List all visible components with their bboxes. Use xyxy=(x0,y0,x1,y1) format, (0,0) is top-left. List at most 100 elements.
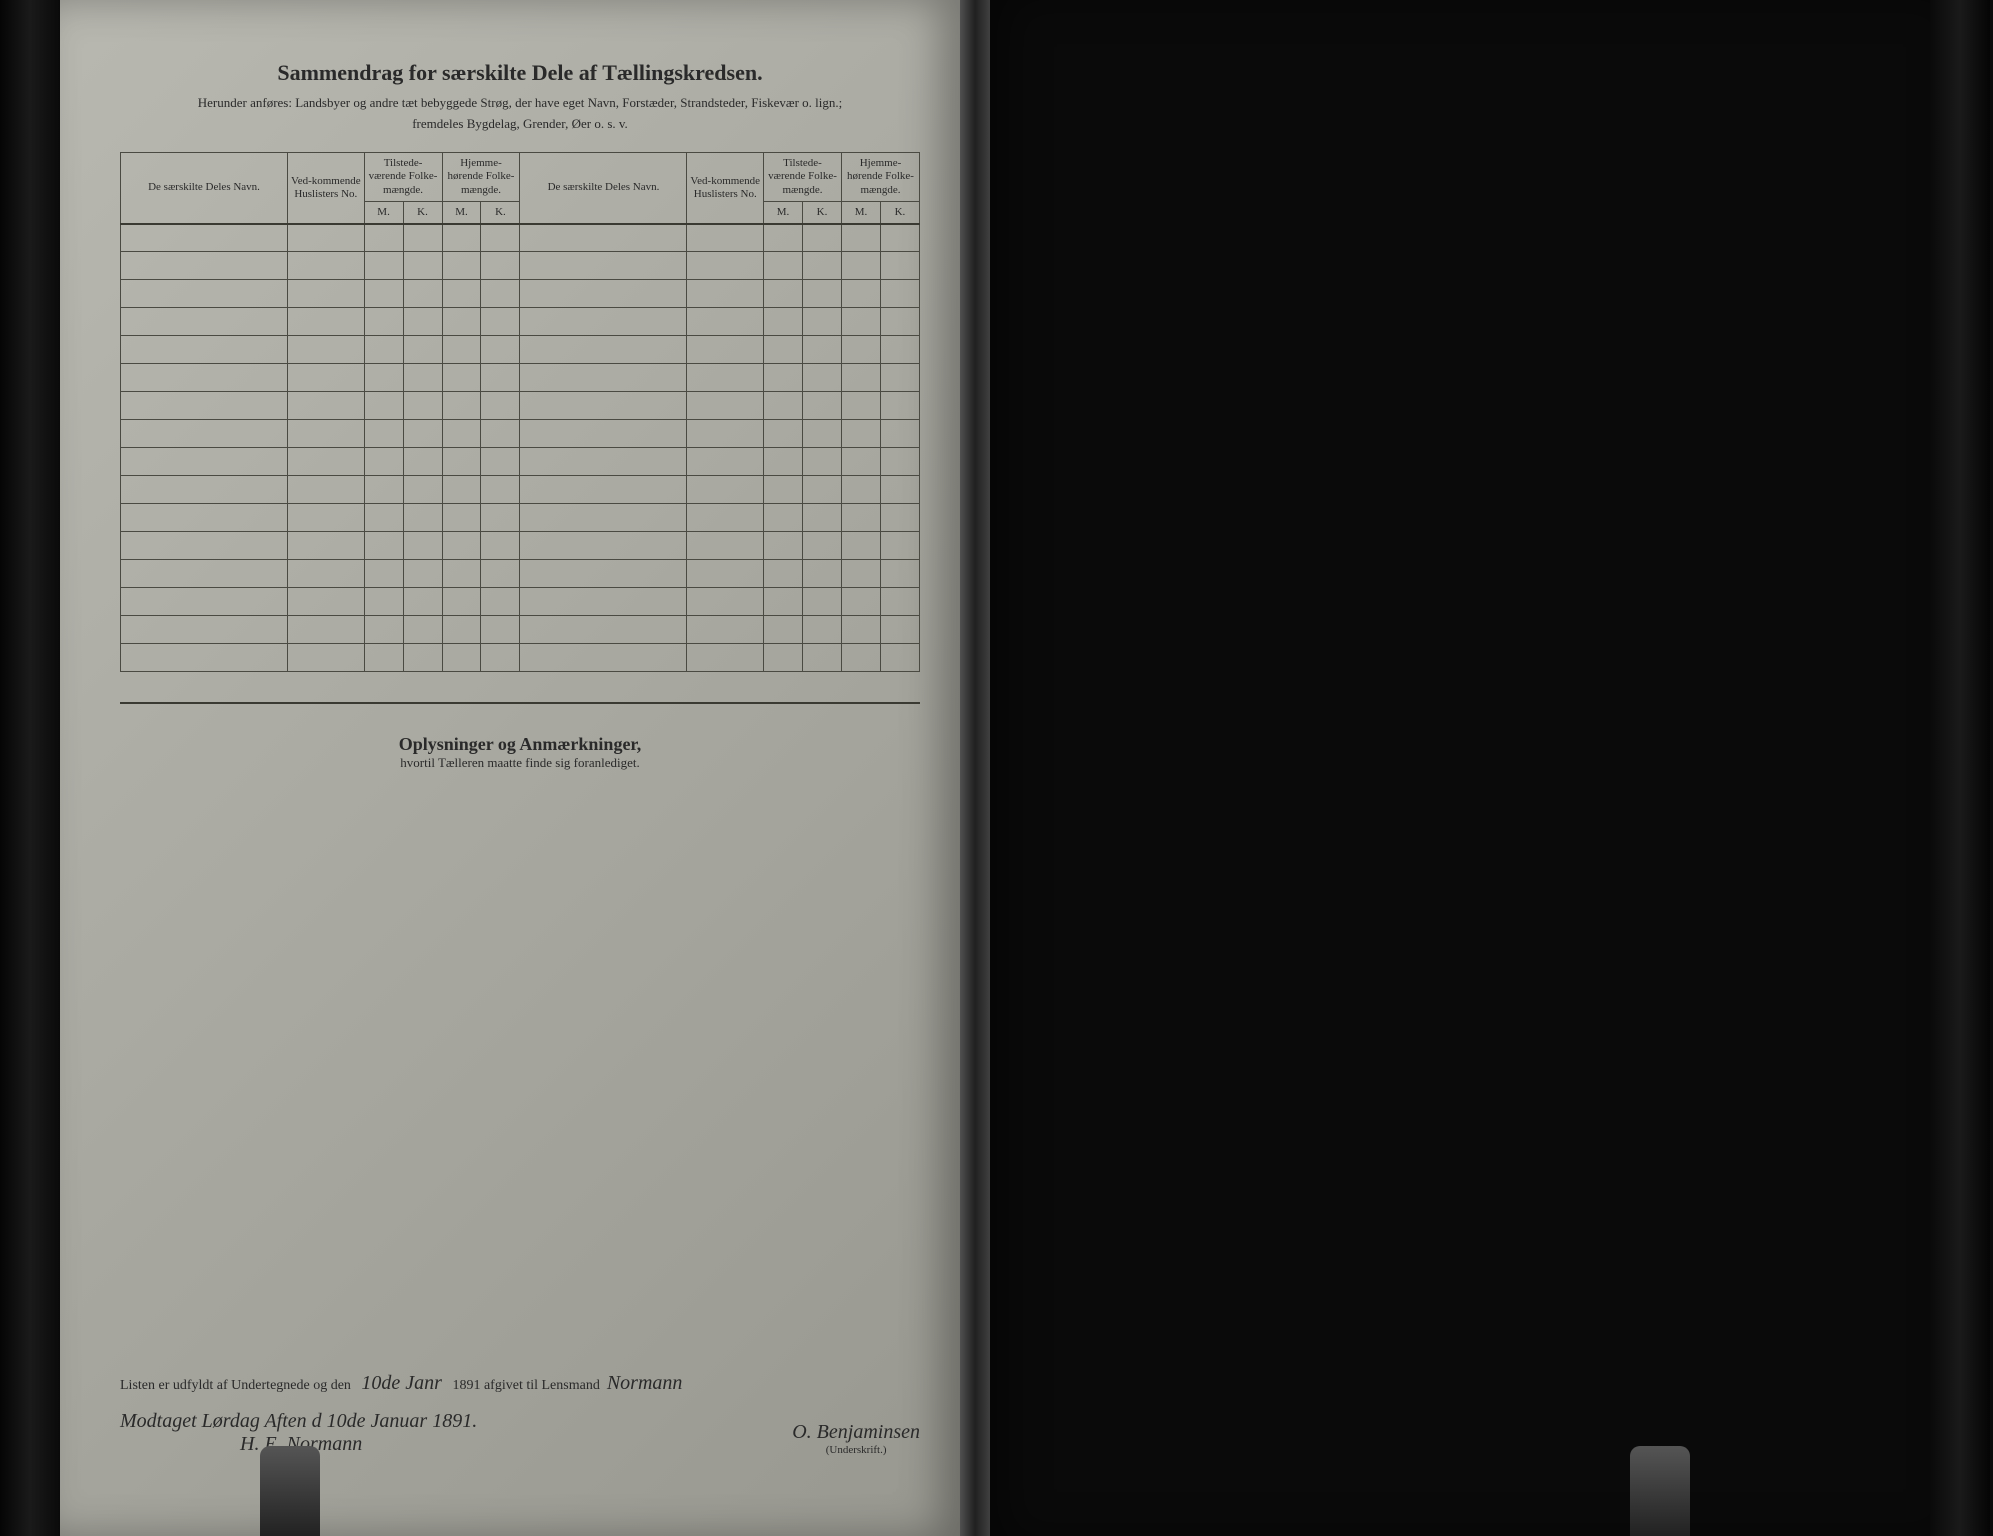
table-cell xyxy=(520,280,687,308)
footer-line2: Modtaget Lørdag Aften d 10de Januar 1891… xyxy=(120,1410,920,1456)
table-cell xyxy=(288,280,365,308)
footer-received-handwritten: Modtaget Lørdag Aften d 10de Januar 1891… xyxy=(120,1410,477,1432)
table-row xyxy=(121,560,920,588)
table-cell xyxy=(880,308,919,336)
table-row xyxy=(121,476,920,504)
table-row xyxy=(121,224,920,252)
table-cell xyxy=(520,308,687,336)
table-cell xyxy=(880,224,919,252)
table-cell xyxy=(520,224,687,252)
table-cell xyxy=(880,560,919,588)
subtitle-line1: Herunder anføres: Landsbyer og andre tæt… xyxy=(120,94,920,112)
table-cell xyxy=(403,308,442,336)
col-m-2: M. xyxy=(442,201,481,224)
table-cell xyxy=(687,588,764,616)
table-cell xyxy=(442,448,481,476)
table-cell xyxy=(764,616,803,644)
footer-printed-year: 1891 afgivet til Lensmand xyxy=(452,1378,599,1393)
table-cell xyxy=(687,364,764,392)
table-cell xyxy=(364,588,403,616)
book-spread: Sammendrag for særskilte Dele af Tælling… xyxy=(0,0,1993,1536)
table-cell xyxy=(121,476,288,504)
table-row xyxy=(121,364,920,392)
table-cell xyxy=(481,280,520,308)
right-page xyxy=(990,0,1930,1536)
table-cell xyxy=(364,308,403,336)
table-cell xyxy=(288,308,365,336)
table-cell xyxy=(481,224,520,252)
table-cell xyxy=(364,504,403,532)
table-cell xyxy=(687,476,764,504)
table-cell xyxy=(403,504,442,532)
table-cell xyxy=(403,532,442,560)
table-cell xyxy=(520,560,687,588)
table-cell xyxy=(442,588,481,616)
col-k-4: K. xyxy=(880,201,919,224)
table-row xyxy=(121,392,920,420)
table-cell xyxy=(121,224,288,252)
table-body xyxy=(121,224,920,672)
table-cell xyxy=(764,420,803,448)
table-cell xyxy=(764,476,803,504)
table-row xyxy=(121,336,920,364)
subtitle-line2: fremdeles Bygdelag, Grender, Øer o. s. v… xyxy=(120,116,920,132)
table-cell xyxy=(880,616,919,644)
footer-printed-prefix: Listen er udfyldt af Undertegnede og den xyxy=(120,1378,351,1393)
table-cell xyxy=(442,616,481,644)
table-cell xyxy=(803,588,842,616)
table-cell xyxy=(403,364,442,392)
table-cell xyxy=(520,616,687,644)
table-cell xyxy=(481,336,520,364)
table-cell xyxy=(803,336,842,364)
table-cell xyxy=(442,364,481,392)
table-cell xyxy=(520,336,687,364)
table-cell xyxy=(403,224,442,252)
page-title: Sammendrag for særskilte Dele af Tælling… xyxy=(120,60,920,86)
table-cell xyxy=(803,252,842,280)
table-cell xyxy=(880,476,919,504)
table-cell xyxy=(364,420,403,448)
table-cell xyxy=(288,420,365,448)
table-cell xyxy=(841,392,880,420)
table-row xyxy=(121,448,920,476)
table-cell xyxy=(288,448,365,476)
table-cell xyxy=(841,252,880,280)
table-cell xyxy=(520,252,687,280)
binding-left xyxy=(0,0,60,1536)
table-cell xyxy=(880,364,919,392)
table-cell xyxy=(841,504,880,532)
table-cell xyxy=(687,504,764,532)
table-cell xyxy=(481,420,520,448)
table-cell xyxy=(764,280,803,308)
table-cell xyxy=(481,476,520,504)
table-cell xyxy=(442,224,481,252)
col-name-2: De særskilte Deles Navn. xyxy=(520,153,687,224)
table-row xyxy=(121,616,920,644)
footer-signature-block: O. Benjaminsen (Underskrift.) xyxy=(792,1421,920,1456)
table-cell xyxy=(442,644,481,672)
table-cell xyxy=(764,308,803,336)
table-cell xyxy=(841,280,880,308)
table-cell xyxy=(288,336,365,364)
col-hjemme-1: Hjemme-hørende Folke-mængde. xyxy=(442,153,520,202)
footer-line1: Listen er udfyldt af Undertegnede og den… xyxy=(120,1372,920,1395)
table-cell xyxy=(841,588,880,616)
table-cell xyxy=(880,644,919,672)
table-cell xyxy=(764,504,803,532)
col-k-1: K. xyxy=(403,201,442,224)
table-cell xyxy=(764,364,803,392)
table-cell xyxy=(121,252,288,280)
table-cell xyxy=(520,420,687,448)
table-cell xyxy=(403,420,442,448)
table-cell xyxy=(520,448,687,476)
table-cell xyxy=(687,560,764,588)
table-cell xyxy=(841,308,880,336)
table-cell xyxy=(403,588,442,616)
left-page: Sammendrag for særskilte Dele af Tælling… xyxy=(60,0,960,1536)
table-cell xyxy=(687,532,764,560)
table-cell xyxy=(442,308,481,336)
table-cell xyxy=(687,392,764,420)
col-hjemme-2: Hjemme-hørende Folke-mængde. xyxy=(841,153,919,202)
table-cell xyxy=(880,392,919,420)
table-cell xyxy=(288,532,365,560)
